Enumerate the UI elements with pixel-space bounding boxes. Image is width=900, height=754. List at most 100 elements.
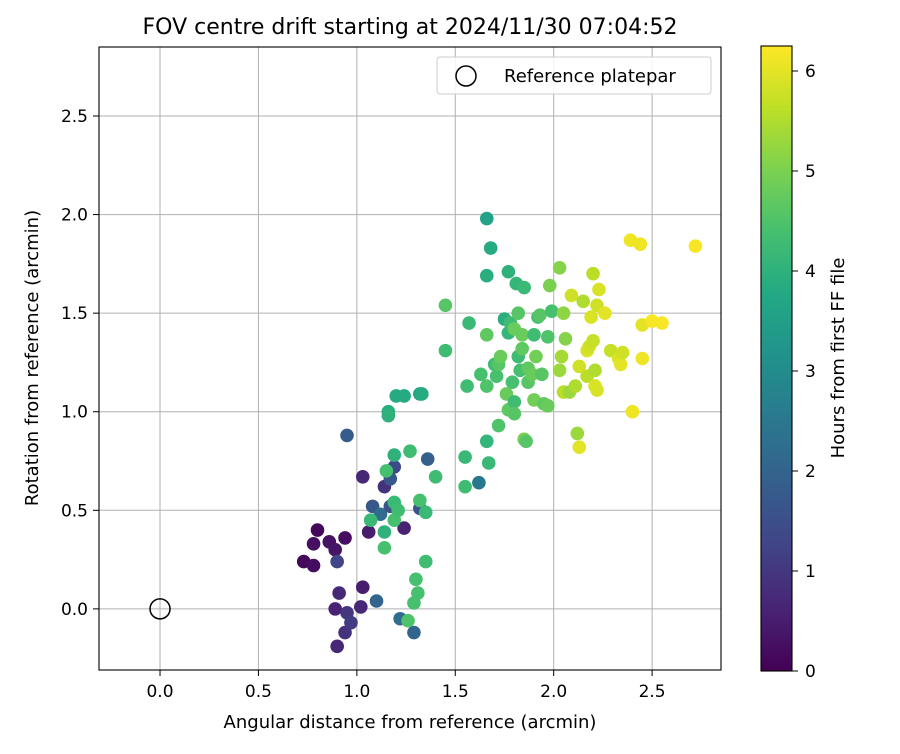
data-point bbox=[552, 363, 567, 378]
colorbar-tick-label: 6 bbox=[805, 62, 816, 82]
y-ticks: 0.0 0.5 1.0 1.5 2.0 2.5 bbox=[61, 107, 99, 620]
x-axis-label: Angular distance from reference (arcmin) bbox=[224, 712, 597, 733]
data-point bbox=[519, 434, 533, 449]
data-point bbox=[598, 306, 612, 320]
data-point bbox=[391, 503, 405, 518]
colorbar-tick-label: 4 bbox=[805, 262, 816, 282]
data-point bbox=[397, 521, 411, 535]
data-point bbox=[344, 615, 358, 630]
data-point bbox=[438, 298, 453, 313]
data-point bbox=[310, 523, 325, 537]
data-point bbox=[474, 367, 488, 382]
y-tick-label: 1.0 bbox=[61, 403, 88, 423]
data-point bbox=[306, 558, 321, 573]
data-point bbox=[592, 282, 606, 297]
chart-title: FOV centre drift starting at 2024/11/30 … bbox=[143, 15, 678, 40]
legend: Reference platepar bbox=[436, 56, 712, 95]
data-point bbox=[505, 375, 520, 389]
colorbar-tick-label: 5 bbox=[805, 162, 816, 182]
data-point bbox=[515, 341, 529, 356]
data-point bbox=[615, 345, 630, 360]
data-point bbox=[328, 542, 343, 557]
data-point bbox=[438, 343, 453, 358]
legend-label: Reference platepar bbox=[504, 66, 676, 87]
plot-frame bbox=[98, 46, 722, 671]
data-point bbox=[588, 363, 602, 378]
data-point bbox=[415, 387, 429, 401]
data-point bbox=[332, 586, 346, 600]
x-tick-label: 2.5 bbox=[639, 682, 666, 702]
data-point bbox=[479, 211, 494, 226]
data-point bbox=[407, 625, 421, 640]
colorbar-label: Hours from first FF file bbox=[828, 258, 849, 459]
colorbar-tick-label: 1 bbox=[805, 562, 816, 582]
data-point bbox=[491, 418, 506, 433]
data-point bbox=[381, 408, 396, 423]
y-tick-label: 2.0 bbox=[61, 206, 88, 226]
data-point bbox=[338, 531, 352, 545]
data-point bbox=[576, 294, 591, 309]
data-point bbox=[558, 331, 573, 346]
data-point bbox=[377, 540, 392, 555]
data-point bbox=[401, 613, 415, 628]
data-point bbox=[458, 479, 472, 494]
data-point bbox=[306, 537, 321, 551]
data-point bbox=[501, 264, 516, 279]
x-tick-label: 1.0 bbox=[343, 682, 370, 702]
x-tick-label: 2.0 bbox=[540, 682, 567, 702]
data-point bbox=[584, 310, 598, 324]
colorbar-tick-label: 3 bbox=[805, 362, 816, 382]
data-point bbox=[330, 554, 344, 569]
data-point bbox=[479, 328, 494, 342]
data-point bbox=[507, 395, 522, 409]
data-point bbox=[353, 600, 368, 614]
data-point bbox=[472, 475, 486, 490]
data-point bbox=[540, 330, 555, 344]
grid-lines bbox=[99, 47, 721, 670]
data-point bbox=[590, 383, 604, 397]
data-point bbox=[397, 389, 411, 403]
data-point bbox=[379, 464, 394, 478]
y-tick-label: 1.5 bbox=[61, 304, 88, 324]
data-point bbox=[688, 239, 703, 253]
data-point bbox=[625, 404, 640, 419]
data-point bbox=[377, 525, 392, 539]
data-point bbox=[355, 469, 370, 484]
data-point bbox=[586, 333, 600, 348]
colorbar-tick-label: 0 bbox=[805, 662, 816, 682]
reference-platepar-marker bbox=[149, 598, 171, 620]
data-point bbox=[613, 357, 628, 372]
data-point bbox=[363, 513, 378, 527]
data-point bbox=[479, 268, 494, 283]
data-point bbox=[479, 379, 494, 393]
data-point bbox=[479, 434, 494, 449]
x-tick-label: 0.5 bbox=[245, 682, 272, 702]
data-point bbox=[552, 261, 567, 275]
colorbar-tick-label: 2 bbox=[805, 462, 816, 482]
colorbar-gradient bbox=[760, 45, 793, 672]
data-point bbox=[373, 507, 388, 522]
data-point bbox=[418, 554, 433, 569]
data-point bbox=[481, 456, 496, 470]
colorbar-ticks: 0 1 2 3 4 5 6 bbox=[792, 62, 816, 682]
legend-marker-icon bbox=[455, 65, 477, 87]
y-tick-label: 0.5 bbox=[61, 501, 88, 521]
data-point bbox=[568, 379, 583, 393]
data-point bbox=[586, 266, 600, 281]
data-point bbox=[340, 428, 354, 443]
data-point bbox=[355, 580, 370, 594]
data-point bbox=[338, 625, 352, 640]
data-point bbox=[511, 306, 526, 320]
data-point bbox=[420, 452, 435, 466]
data-point bbox=[409, 572, 423, 587]
data-point bbox=[572, 440, 587, 455]
data-point bbox=[493, 349, 508, 364]
data-point bbox=[458, 450, 472, 464]
data-point bbox=[462, 316, 476, 330]
x-tick-label: 0.0 bbox=[146, 682, 173, 702]
data-point bbox=[564, 288, 579, 303]
data-point bbox=[413, 493, 427, 508]
data-point bbox=[655, 316, 669, 330]
